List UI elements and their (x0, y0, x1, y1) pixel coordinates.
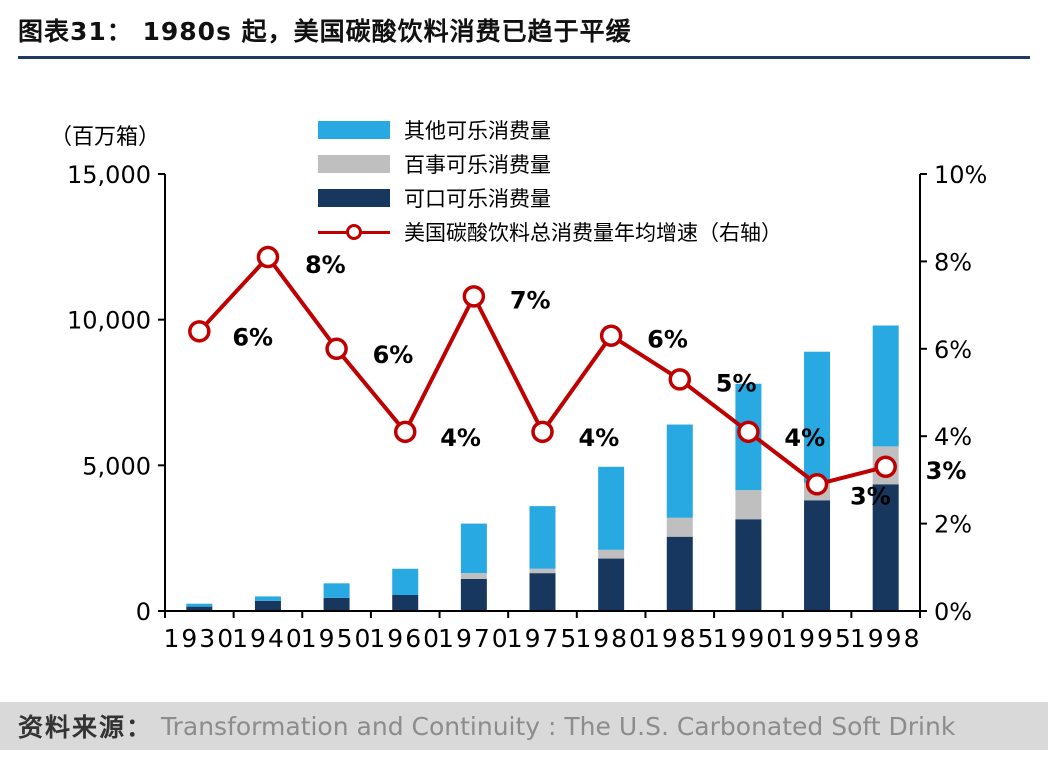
growth-data-label: 3% (926, 457, 967, 485)
source-text: Transformation and Continuity : The U.S.… (161, 711, 956, 741)
growth-data-label: 6% (232, 323, 273, 351)
x-axis-tick-label: 1985 (644, 624, 716, 653)
growth-line-markers (188, 245, 897, 496)
source-footer: 资料来源： Transformation and Continuity : Th… (0, 702, 1048, 750)
x-axis-tick-label: 1990 (713, 624, 785, 653)
legend-label-other-cola: 其他可乐消费量 (404, 119, 551, 143)
source-label: 资料来源： (18, 713, 154, 742)
right-axis-tick-label: 10% (934, 161, 987, 189)
growth-data-label: 6% (373, 341, 414, 369)
x-axis-tick-label: 1970 (438, 624, 510, 653)
right-axis-tick-label: 0% (934, 598, 972, 626)
growth-data-label: 7% (510, 286, 551, 314)
y-axis-unit-label: （百万箱） (50, 125, 160, 150)
growth-data-label: 8% (305, 251, 346, 279)
figure-title: 图表31： 1980s 起，美国碳酸饮料消费已趋于平缓 (18, 12, 1030, 59)
growth-data-label: 4% (784, 424, 825, 452)
bar-series-group (186, 325, 899, 611)
growth-data-label: 4% (579, 424, 620, 452)
legend-swatch-coca-cola-icon (318, 189, 390, 207)
legend-label-growth-line: 美国碳酸饮料总消费量年均增速（右轴） (404, 221, 782, 245)
legend-item-growth-line: 美国碳酸饮料总消费量年均增速（右轴） (318, 217, 782, 247)
left-axis-tick-label: 15,000 (67, 161, 151, 189)
x-axis-tick-label: 1975 (507, 624, 579, 653)
x-axis-tick-label: 1995 (781, 624, 853, 653)
legend-line-marker-dot (346, 224, 362, 240)
legend-label-pepsi: 百事可乐消费量 (404, 153, 551, 177)
right-axis-tick-label: 2% (934, 511, 972, 539)
left-axis-tick-label: 0 (136, 598, 151, 626)
right-axis-tick-label: 6% (934, 336, 972, 364)
x-axis-tick-label: 1998 (850, 624, 922, 653)
page-header: 图表31： 1980s 起，美国碳酸饮料消费已趋于平缓 (0, 0, 1048, 59)
growth-data-label: 5% (716, 369, 757, 397)
left-axis-tick-label: 5,000 (82, 452, 151, 480)
axes (158, 173, 927, 618)
x-axis-tick-label: 1940 (232, 624, 304, 653)
chart-legend: 其他可乐消费量 百事可乐消费量 可口可乐消费量 美国碳酸饮料总消费量年均增速（右… (318, 115, 782, 247)
legend-swatch-pepsi-icon (318, 155, 390, 173)
x-axis-tick-label: 1980 (575, 624, 647, 653)
legend-swatch-growth-line-icon (318, 223, 390, 241)
x-axis-tick-label: 1930 (164, 624, 236, 653)
growth-data-label: 6% (647, 326, 688, 354)
right-axis-tick-label: 4% (934, 423, 972, 451)
chart-svg: （百万箱） 0 5,000 10,000 15,000 0% 2% 4% 6% 8% 10% 1930… (50, 125, 987, 653)
growth-data-label: 4% (440, 424, 481, 452)
right-axis-tick-label: 8% (934, 248, 972, 276)
chart-area: （百万箱） 0 5,000 10,000 15,000 0% 2% 4% 6% 8% 10% 1930… (0, 65, 1048, 665)
left-axis-tick-label: 10,000 (67, 307, 151, 335)
legend-item-pepsi: 百事可乐消费量 (318, 149, 782, 179)
growth-data-label: 3% (850, 482, 891, 510)
legend-item-coca-cola: 可口可乐消费量 (318, 183, 782, 213)
legend-swatch-other-cola-icon (318, 121, 390, 139)
x-axis-tick-label: 1960 (369, 624, 441, 653)
legend-item-other-cola: 其他可乐消费量 (318, 115, 782, 145)
x-axis-tick-label: 1950 (301, 624, 373, 653)
legend-label-coca-cola: 可口可乐消费量 (404, 187, 551, 211)
